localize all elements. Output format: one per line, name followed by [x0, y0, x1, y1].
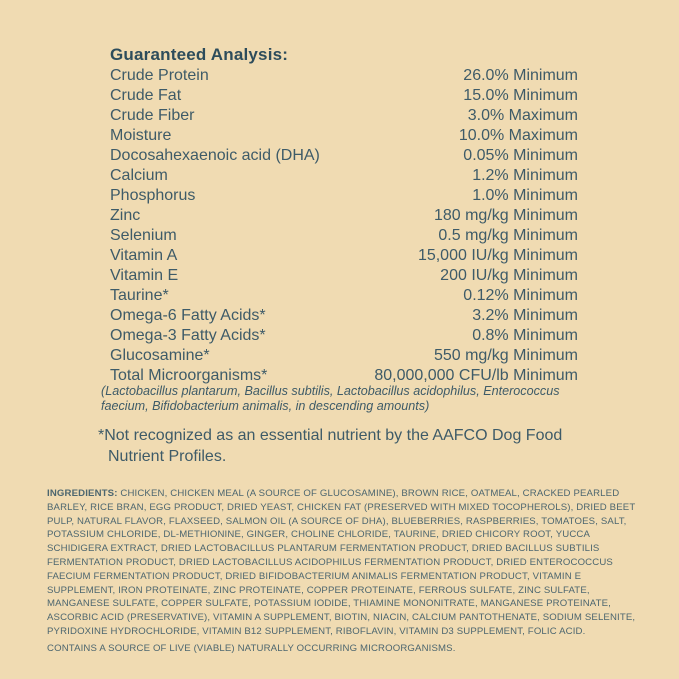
microorganisms-species-note: (Lactobacillus plantarum, Bacillus subti… — [101, 384, 560, 413]
nutrient-name: Selenium — [110, 227, 177, 244]
nutrient-amount: 26.0% Minimum — [463, 67, 578, 84]
nutrient-name: Total Microorganisms* — [110, 367, 268, 384]
nutrient-amount: 550 mg/kg Minimum — [433, 347, 578, 364]
analysis-row: Omega-6 Fatty Acids* 3.2% Minimum — [110, 306, 578, 326]
analysis-row: Omega-3 Fatty Acids* 0.8% Minimum — [110, 326, 578, 346]
analysis-row: Total Microorganisms* 80,000,000 CFU/lb … — [110, 366, 578, 386]
ingredients-paragraph: INGREDIENTS: CHICKEN, CHICKEN MEAL (A SO… — [47, 487, 637, 639]
nutrient-name: Docosahexaenoic acid (DHA) — [110, 147, 320, 164]
contains-microorganisms-note: CONTAINS A SOURCE OF LIVE (VIABLE) NATUR… — [47, 643, 456, 654]
nutrient-amount: 15.0% Minimum — [463, 87, 578, 104]
nutrient-amount: 3.0% Maximum — [467, 107, 578, 124]
nutrient-name: Crude Fat — [110, 87, 182, 104]
nutrient-amount: 200 IU/kg Minimum — [440, 267, 578, 284]
nutrient-name: Calcium — [110, 167, 168, 184]
nutrient-name: Zinc — [110, 207, 141, 224]
ingredients-list: CHICKEN, CHICKEN MEAL (A SOURCE OF GLUCO… — [47, 488, 636, 637]
nutrient-amount: 180 mg/kg Minimum — [433, 207, 578, 224]
analysis-row: Glucosamine* 550 mg/kg Minimum — [110, 346, 578, 366]
nutrient-amount: 3.2% Minimum — [472, 307, 578, 324]
nutrient-name: Crude Fiber — [110, 107, 195, 124]
nutrient-amount: 1.0% Minimum — [472, 187, 578, 204]
guaranteed-analysis-table: Crude Protein 26.0% Minimum Crude Fat 15… — [110, 66, 578, 386]
analysis-row: Zinc 180 mg/kg Minimum — [110, 206, 578, 226]
nutrient-name: Omega-3 Fatty Acids* — [110, 327, 266, 344]
nutrient-amount: 1.2% Minimum — [472, 167, 578, 184]
analysis-row: Vitamin E 200 IU/kg Minimum — [110, 266, 578, 286]
nutrient-name: Phosphorus — [110, 187, 196, 204]
analysis-row: Phosphorus 1.0% Minimum — [110, 186, 578, 206]
nutrient-amount: 0.5 mg/kg Minimum — [438, 227, 578, 244]
analysis-row: Calcium 1.2% Minimum — [110, 166, 578, 186]
nutrient-amount: 10.0% Maximum — [458, 127, 578, 144]
nutrient-amount: 15,000 IU/kg Minimum — [417, 247, 578, 264]
nutrient-name: Vitamin E — [110, 267, 179, 284]
nutrient-amount: 0.12% Minimum — [463, 287, 578, 304]
analysis-row: Selenium 0.5 mg/kg Minimum — [110, 226, 578, 246]
nutrient-name: Glucosamine* — [110, 347, 210, 364]
nutrient-amount: 0.8% Minimum — [472, 327, 578, 344]
nutrient-name: Moisture — [110, 127, 172, 144]
nutrient-name: Taurine* — [110, 287, 169, 304]
ingredients-label: INGREDIENTS: — [47, 488, 118, 499]
analysis-row: Crude Protein 26.0% Minimum — [110, 66, 578, 86]
nutrient-name: Vitamin A — [110, 247, 178, 264]
analysis-row: Docosahexaenoic acid (DHA) 0.05% Minimum — [110, 146, 578, 166]
nutrient-name: Crude Protein — [110, 67, 209, 84]
analysis-row: Vitamin A 15,000 IU/kg Minimum — [110, 246, 578, 266]
analysis-row: Crude Fat 15.0% Minimum — [110, 86, 578, 106]
analysis-row: Moisture 10.0% Maximum — [110, 126, 578, 146]
nutrient-name: Omega-6 Fatty Acids* — [110, 307, 266, 324]
nutrient-amount: 0.05% Minimum — [463, 147, 578, 164]
analysis-row: Taurine* 0.12% Minimum — [110, 286, 578, 306]
analysis-row: Crude Fiber 3.0% Maximum — [110, 106, 578, 126]
guaranteed-analysis-heading: Guaranteed Analysis: — [110, 45, 289, 64]
aafco-footnote: *Not recognized as an essential nutrient… — [98, 427, 563, 465]
nutrient-amount: 80,000,000 CFU/lb Minimum — [374, 367, 578, 384]
